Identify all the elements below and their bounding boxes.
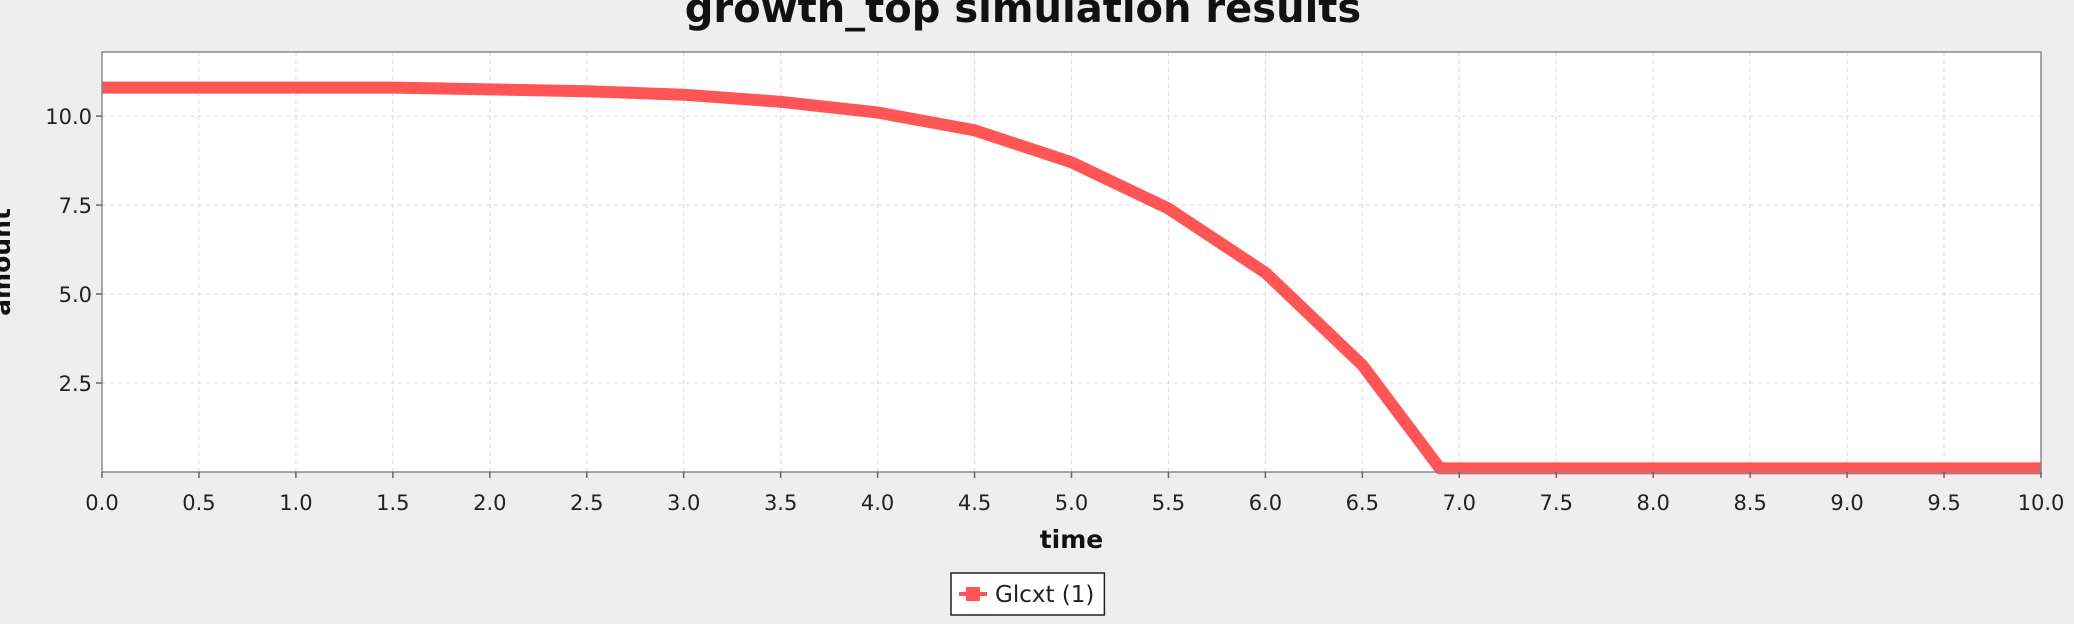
x-tick-label: 6.0 xyxy=(1249,491,1282,515)
x-tick-label: 8.5 xyxy=(1733,491,1766,515)
x-tick-label: 1.5 xyxy=(376,491,409,515)
x-tick-label: 9.5 xyxy=(1927,491,1960,515)
x-axis-ticks: 0.0 0.5 1.0 1.5 2.0 2.5 3.0 3.5 4.0 4.5 5.0 5.5 6.0 6… xyxy=(85,472,2064,515)
x-tick-label: 8.0 xyxy=(1636,491,1669,515)
series-layer xyxy=(102,81,2041,475)
x-tick-label: 7.5 xyxy=(1540,491,1573,515)
x-tick-label: 2.5 xyxy=(570,491,603,515)
chart-title: growth_top simulation results xyxy=(685,0,1361,32)
x-tick-label: 2.0 xyxy=(473,491,506,515)
legend-label-glcxt: Glcxt (1) xyxy=(995,582,1094,608)
x-tick-label: 0.0 xyxy=(85,491,118,515)
y-tick-label: 7.5 xyxy=(59,194,92,218)
x-tick-label: 3.0 xyxy=(667,491,700,515)
x-tick-label: 10.0 xyxy=(2018,491,2065,515)
x-tick-label: 1.0 xyxy=(279,491,312,515)
y-tick-label: 2.5 xyxy=(59,372,92,396)
x-tick-label: 4.0 xyxy=(861,491,894,515)
y-axis-title: amount xyxy=(0,208,16,316)
legend: Glcxt (1) xyxy=(950,572,1106,616)
y-tick-label: 10.0 xyxy=(45,105,92,129)
y-axis-ticks: 2.5 5.0 7.5 10.0 xyxy=(45,105,102,396)
x-tick-label: 6.5 xyxy=(1346,491,1379,515)
x-tick-label: 5.0 xyxy=(1055,491,1088,515)
legend-marker-glcxt xyxy=(966,587,980,601)
x-tick-label: 5.5 xyxy=(1152,491,1185,515)
x-tick-label: 7.0 xyxy=(1443,491,1476,515)
x-tick-label: 9.0 xyxy=(1830,491,1863,515)
y-tick-label: 5.0 xyxy=(59,283,92,307)
series-line-0 xyxy=(102,81,2041,475)
x-tick-label: 3.5 xyxy=(764,491,797,515)
x-tick-label: 4.5 xyxy=(958,491,991,515)
x-tick-label: 0.5 xyxy=(182,491,215,515)
x-axis-title: time xyxy=(1040,525,1104,554)
